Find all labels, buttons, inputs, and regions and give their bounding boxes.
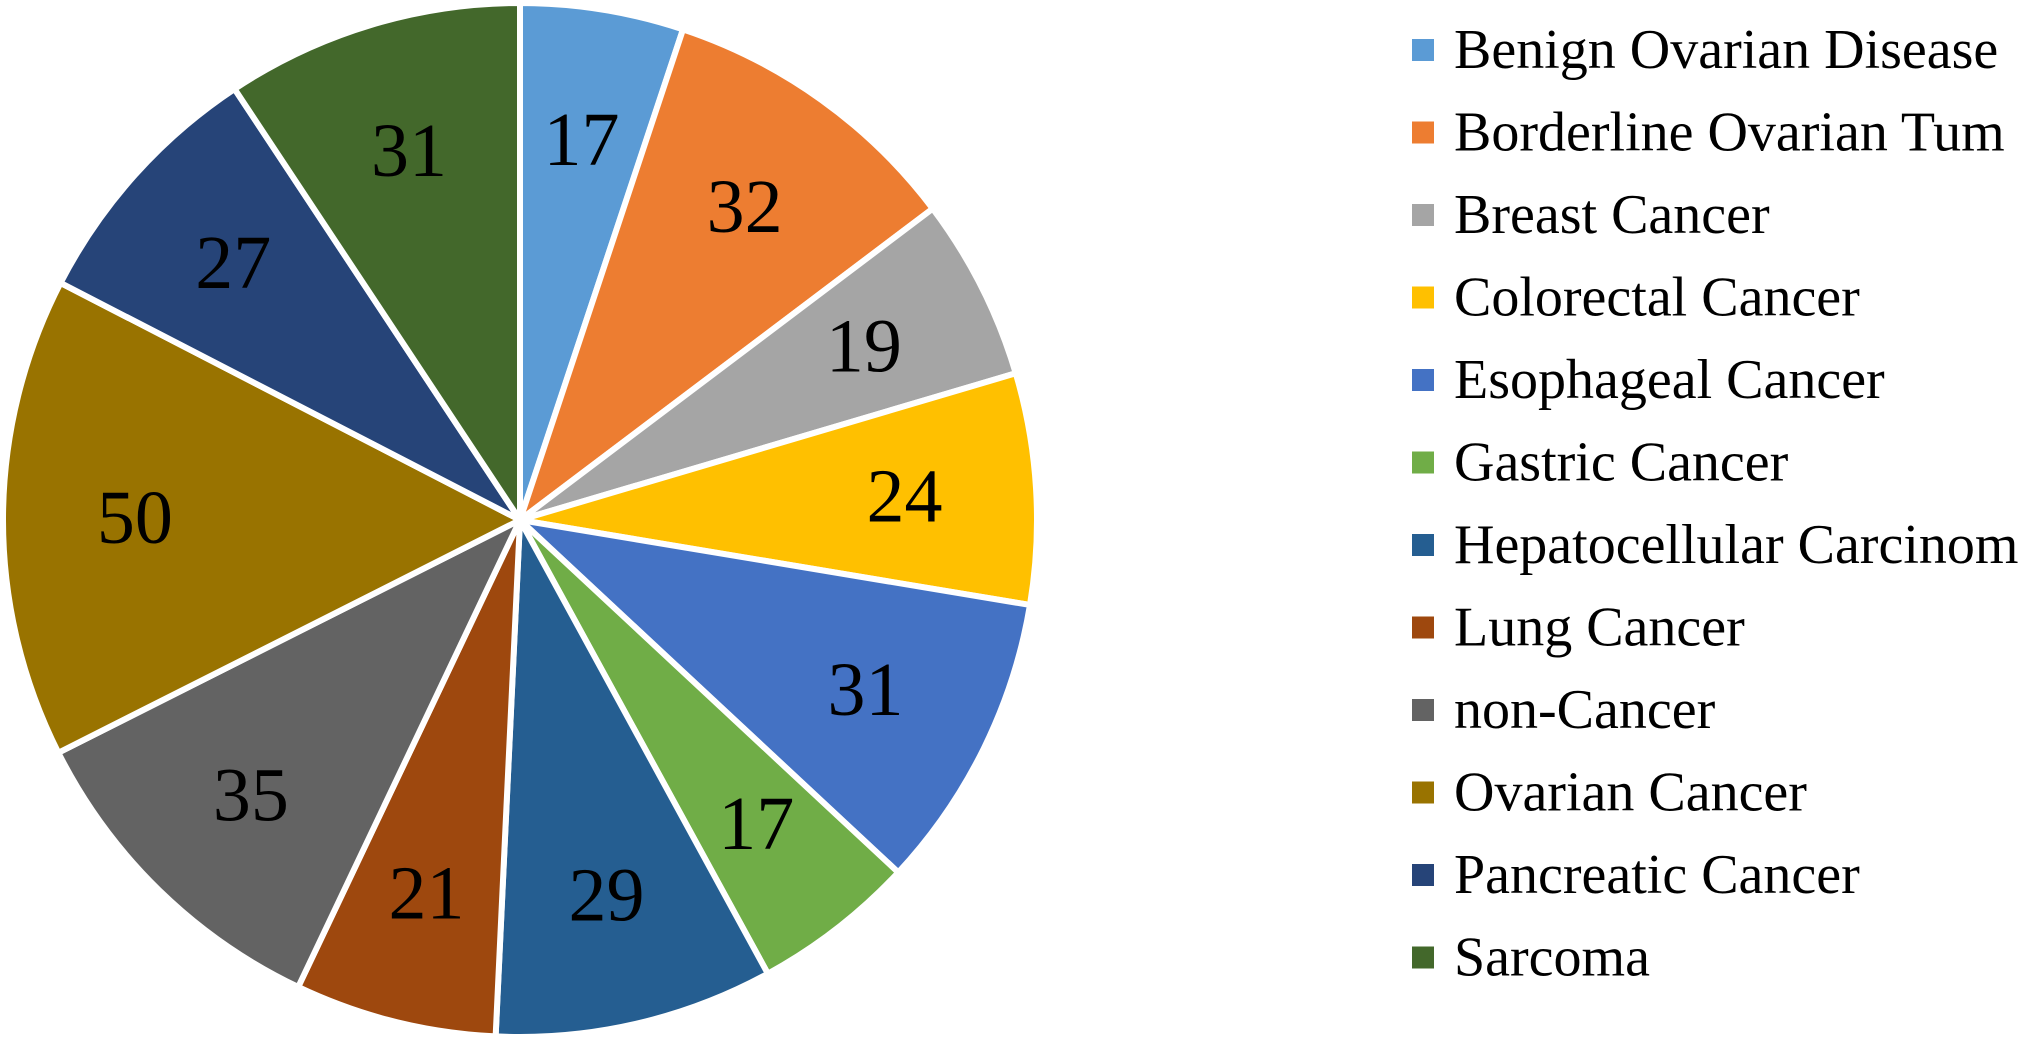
legend: Benign Ovarian Disease Borderline Ovarian… [1412, 19, 2018, 989]
legend-item-1: Borderline Ovarian Tum [1412, 102, 2005, 164]
legend-item-6: Hepatocellular Carcinom [1412, 514, 2018, 576]
pie-data-label-1: 32 [707, 165, 783, 249]
legend-label-8: non-Cancer [1454, 679, 1716, 741]
legend-item-11: Sarcoma [1412, 927, 1650, 989]
pie-data-label-10: 27 [195, 221, 271, 305]
legend-label-0: Benign Ovarian Disease [1454, 19, 1998, 81]
legend-swatch-2 [1412, 204, 1434, 226]
legend-swatch-1 [1412, 121, 1434, 144]
legend-item-10: Pancreatic Cancer [1412, 844, 1860, 906]
legend-item-2: Breast Cancer [1412, 184, 1770, 246]
legend-item-3: Colorectal Cancer [1412, 267, 1860, 329]
legend-swatch-5 [1412, 451, 1434, 474]
legend-swatch-7 [1412, 616, 1434, 639]
legend-swatch-6 [1412, 534, 1434, 556]
legend-swatch-11 [1412, 946, 1434, 969]
pie-data-label-0: 17 [544, 98, 620, 182]
legend-label-5: Gastric Cancer [1454, 432, 1789, 494]
pie-data-label-5: 17 [718, 782, 794, 866]
pie-slice-8 [55, 517, 523, 991]
legend-label-3: Colorectal Cancer [1454, 267, 1860, 329]
legend-label-11: Sarcoma [1454, 927, 1650, 989]
pie-data-label-3: 24 [866, 454, 942, 538]
pie-data-label-6: 29 [568, 853, 644, 937]
pie-slice-11 [231, 0, 523, 523]
pie-data-label-8: 35 [213, 754, 289, 838]
pie-slice-5 [517, 517, 902, 977]
pie-data-label-7: 21 [388, 852, 464, 936]
pie-slice-3 [517, 370, 1040, 608]
pie-data-label-4: 31 [828, 648, 904, 732]
legend-label-9: Ovarian Cancer [1454, 762, 1807, 824]
pie-slice-10 [57, 85, 523, 523]
legend-swatch-0 [1412, 39, 1434, 61]
pie-data-labels: 17 32 19 24 31 17 29 21 35 50 27 31 [97, 98, 943, 938]
pie-slice-9 [0, 279, 523, 756]
pie-data-label-11: 31 [371, 109, 447, 193]
pie-slice-4 [517, 517, 1033, 876]
legend-label-10: Pancreatic Cancer [1454, 844, 1860, 906]
pie-slices [0, 0, 1040, 1039]
legend-label-2: Breast Cancer [1454, 184, 1770, 246]
legend-swatch-9 [1412, 781, 1434, 804]
legend-label-6: Hepatocellular Carcinom [1454, 514, 2018, 576]
legend-label-1: Borderline Ovarian Tum [1454, 102, 2005, 164]
legend-swatch-4 [1412, 369, 1434, 391]
pie-slice-7 [295, 517, 523, 1039]
legend-item-5: Gastric Cancer [1412, 432, 1789, 494]
pie-slice-2 [517, 205, 1019, 523]
pie-data-label-2: 19 [826, 305, 902, 389]
pie-slice-6 [492, 517, 771, 1039]
legend-swatch-3 [1412, 286, 1434, 309]
legend-item-7: Lung Cancer [1412, 597, 1745, 659]
legend-item-8: non-Cancer [1412, 679, 1716, 741]
legend-label-7: Lung Cancer [1454, 597, 1745, 659]
legend-item-9: Ovarian Cancer [1412, 762, 1807, 824]
pie-slice-1 [517, 26, 936, 523]
legend-item-0: Benign Ovarian Disease [1412, 19, 1998, 81]
pie-data-label-9: 50 [97, 476, 173, 560]
legend-label-4: Esophageal Cancer [1454, 349, 1885, 411]
legend-item-4: Esophageal Cancer [1412, 349, 1885, 411]
legend-swatch-10 [1412, 864, 1434, 886]
legend-swatch-8 [1412, 699, 1434, 721]
